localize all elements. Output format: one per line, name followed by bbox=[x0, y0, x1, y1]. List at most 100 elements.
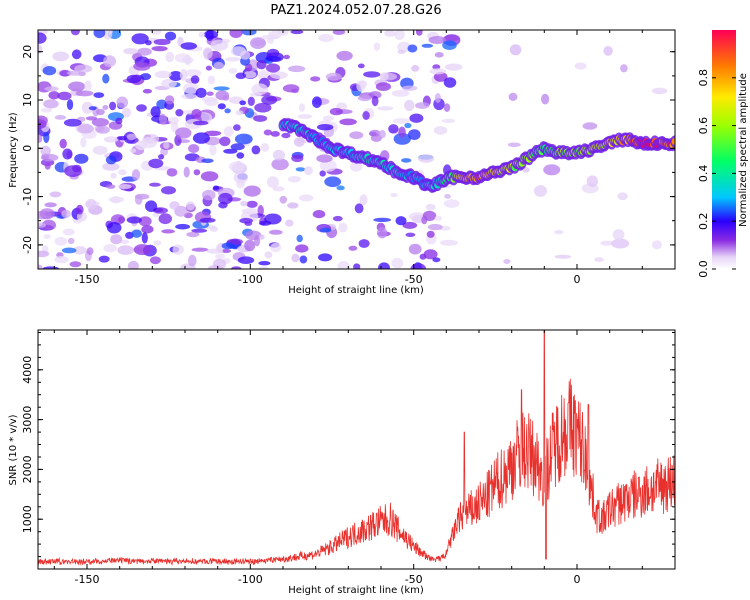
spectrogram-noise-blob bbox=[42, 66, 57, 76]
spectrogram-noise-blob bbox=[299, 255, 308, 264]
spectrogram-noise-blob bbox=[188, 254, 197, 267]
spectrogram-noise-blob bbox=[126, 74, 141, 84]
spectrogram-noise-blob bbox=[285, 219, 294, 227]
spectrogram-noise-blob bbox=[362, 111, 370, 120]
spectrogram-noise-blob bbox=[297, 114, 313, 119]
y-tick-label: -10 bbox=[21, 188, 34, 206]
spectrogram-noise-blob bbox=[117, 136, 129, 141]
spectrogram-noise-blob bbox=[108, 196, 125, 203]
spectrogram-noise-blob bbox=[44, 162, 51, 170]
spectrogram-noise-blob bbox=[70, 30, 80, 36]
spectrogram-noise-blob bbox=[133, 244, 152, 256]
spectrogram-noise-blob bbox=[336, 50, 353, 61]
spectrogram-noise-blob bbox=[371, 95, 379, 107]
spectrogram-noise-blob bbox=[600, 240, 614, 246]
spectrogram-noise-blob bbox=[245, 230, 262, 241]
spectrogram-noise-blob bbox=[204, 130, 222, 136]
spectrogram-noise-blob bbox=[52, 51, 69, 62]
spectrogram-noise-blob bbox=[507, 142, 521, 148]
spectrogram-noise-blob bbox=[85, 116, 98, 121]
spectrogram-noise-blob bbox=[118, 184, 132, 190]
spectrogram-noise-blob bbox=[191, 228, 208, 233]
spectrogram-noise-blob bbox=[161, 78, 177, 89]
spectrogram-noise-blob bbox=[40, 107, 53, 113]
spectrogram-noise-blob bbox=[392, 118, 411, 124]
spectrogram-ridge-point bbox=[671, 138, 675, 145]
colorbar-axes: 0.0 0.2 0.4 0.6 0.8 bbox=[697, 69, 736, 278]
spectrogram-noise-blob bbox=[241, 208, 258, 215]
spectrogram-noise-blob bbox=[44, 86, 59, 92]
spectrogram-noise-blob bbox=[86, 247, 94, 256]
spectrogram-noise-blob bbox=[103, 55, 117, 68]
spectrogram-noise-blob bbox=[405, 232, 416, 237]
spectrogram-noise-blob bbox=[221, 242, 235, 250]
spectrogram-noise-blob bbox=[369, 129, 381, 137]
spectrogram-noise-blob bbox=[279, 195, 288, 204]
spectrogram-noise-blob bbox=[234, 133, 253, 145]
spectrogram-noise-blob bbox=[133, 62, 151, 71]
spectrogram-noise-blob bbox=[416, 30, 423, 36]
spectrogram-noise-blob bbox=[603, 46, 613, 56]
spectrogram-noise-blob bbox=[252, 39, 266, 46]
spectrogram-noise-blob bbox=[150, 106, 161, 118]
spectrogram-noise-blob bbox=[260, 34, 278, 40]
x-tick-label: 0 bbox=[574, 573, 581, 586]
spectrogram-noise-blob bbox=[54, 115, 67, 120]
spectrogram-noise-blob bbox=[217, 103, 226, 110]
spectrogram-noise-blob bbox=[180, 42, 198, 50]
spectrogram-noise-blob bbox=[332, 30, 346, 35]
spectrogram-noise-blob bbox=[388, 124, 399, 134]
spectrogram-noise-blob bbox=[357, 63, 365, 69]
spectrogram-noise-blob bbox=[401, 158, 412, 163]
spectrogram-noise-blob bbox=[202, 189, 216, 201]
spectrogram-noise-blob bbox=[404, 99, 415, 112]
spectrogram-noise-blob bbox=[230, 143, 245, 151]
spectrogram-noise-blob bbox=[43, 99, 59, 109]
snr-panel: -150 -100 -50 0 1000 2000 3000 4000 Height of s… bbox=[8, 329, 676, 596]
spectrogram-noise-blob bbox=[415, 102, 430, 109]
spectrogram-noise-blob bbox=[213, 258, 226, 269]
spectrogram-noise-blob bbox=[235, 72, 247, 80]
spectrogram-noise-blob bbox=[193, 169, 201, 176]
spectrogram-noise-blob bbox=[354, 203, 364, 214]
spectrogram-noise-blob bbox=[64, 165, 82, 178]
spectrogram-noise-blob bbox=[127, 260, 139, 269]
spectrogram-noise-blob bbox=[129, 148, 137, 154]
spectrogram-noise-blob bbox=[209, 144, 217, 156]
colorbar-tick-label: 0.4 bbox=[697, 165, 710, 183]
spectrogram-noise-blob bbox=[205, 30, 214, 41]
spectrogram-noise-blob bbox=[71, 49, 82, 60]
spectrogram-noise-blob bbox=[205, 65, 212, 71]
colorbar: 0.0 0.2 0.4 0.6 0.8 Normalized spectral ampl… bbox=[697, 30, 749, 278]
spectrogram-noise-blob bbox=[594, 257, 604, 262]
spectrogram-noise-blob bbox=[179, 68, 188, 81]
spectrogram-noise-blob bbox=[109, 101, 117, 111]
spectrogram-noise-blob bbox=[395, 216, 407, 226]
y-tick-label: 4000 bbox=[21, 356, 34, 384]
spectrogram-noise-blob bbox=[181, 93, 198, 100]
spectrogram-noise-blob bbox=[175, 127, 192, 139]
spectrogram-noise-blob bbox=[318, 253, 333, 262]
spectrogram-noise-blob bbox=[264, 251, 273, 259]
spectrogram-noise-blob bbox=[423, 249, 438, 260]
spectrogram-noise-blob bbox=[401, 85, 418, 91]
spectrogram-noise-blob bbox=[378, 130, 386, 139]
spectrogram-noise-blob bbox=[291, 88, 299, 94]
spectrogram-noise-blob bbox=[265, 56, 282, 62]
spectrogram-noise-blob bbox=[131, 33, 149, 45]
chart-title: PAZ1.2024.052.07.28.G26 bbox=[270, 3, 441, 18]
spectrogram-noise-blob bbox=[154, 70, 172, 79]
spectrogram-x-axis-label: Height of straight line (km) bbox=[288, 285, 424, 296]
spectrogram-noise-blob bbox=[318, 34, 334, 42]
spectrogram-noise-blob bbox=[61, 247, 77, 254]
spectrogram-noise-blob bbox=[265, 63, 281, 73]
spectrogram-noise-blob bbox=[397, 49, 406, 55]
spectrogram-noise-blob bbox=[272, 149, 285, 161]
spectrogram-noise-blob bbox=[357, 95, 372, 102]
spectrogram-noise-blob bbox=[241, 30, 257, 36]
spectrogram-noise-blob bbox=[186, 231, 200, 238]
spectrogram-noise-blob bbox=[38, 250, 50, 258]
spectrogram-noise-blob bbox=[163, 141, 170, 150]
spectrogram-noise-blob bbox=[402, 221, 418, 229]
spectrogram-noise-blob bbox=[85, 198, 97, 210]
